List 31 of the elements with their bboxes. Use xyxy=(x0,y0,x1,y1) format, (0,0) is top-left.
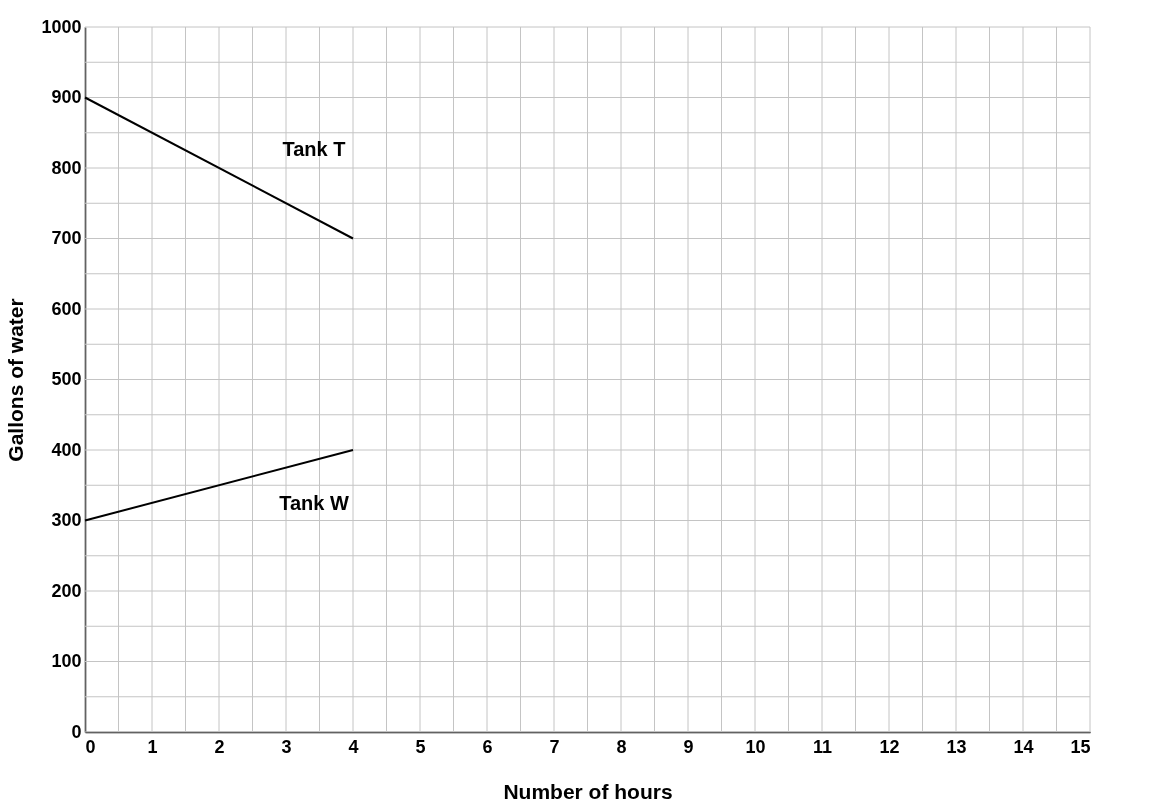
x-tick-label: 14 xyxy=(1013,736,1034,757)
y-axis-title: Gallons of water xyxy=(4,298,28,462)
y-tick-label: 100 xyxy=(51,651,82,671)
x-tick-label: 1 xyxy=(147,736,158,757)
series-label: Tank T xyxy=(282,138,346,160)
y-tick-label: 800 xyxy=(51,157,82,178)
x-tick-label: 7 xyxy=(549,736,560,757)
x-axis-title: Number of hours xyxy=(503,779,673,803)
x-tick-label: 4 xyxy=(348,736,359,757)
y-tick-label: 300 xyxy=(51,510,82,530)
x-tick-label: 15 xyxy=(1070,736,1091,757)
y-tick-label: 1000 xyxy=(41,16,82,37)
x-tick-label: 11 xyxy=(812,736,833,757)
x-tick-label: 13 xyxy=(946,736,967,757)
x-tick-label: 8 xyxy=(616,736,627,757)
y-tick-label: 500 xyxy=(51,369,82,389)
x-tick-label: 2 xyxy=(214,736,225,757)
y-tick-label: 900 xyxy=(51,87,82,107)
y-tick-label: 0 xyxy=(71,721,82,742)
y-tick-label: 700 xyxy=(51,228,82,248)
y-tick-label: 400 xyxy=(51,439,82,460)
x-tick-label: 12 xyxy=(879,736,900,757)
y-tick-label: 200 xyxy=(51,580,82,601)
x-tick-label: 9 xyxy=(683,736,694,757)
y-tick-label: 600 xyxy=(51,298,82,319)
x-tick-label: 6 xyxy=(482,736,493,757)
x-tick-label: 5 xyxy=(415,736,426,757)
x-tick-label: 3 xyxy=(281,736,292,757)
x-tick-label: 0 xyxy=(85,736,96,757)
x-tick-label: 10 xyxy=(745,736,766,757)
series-label: Tank W xyxy=(279,492,349,515)
